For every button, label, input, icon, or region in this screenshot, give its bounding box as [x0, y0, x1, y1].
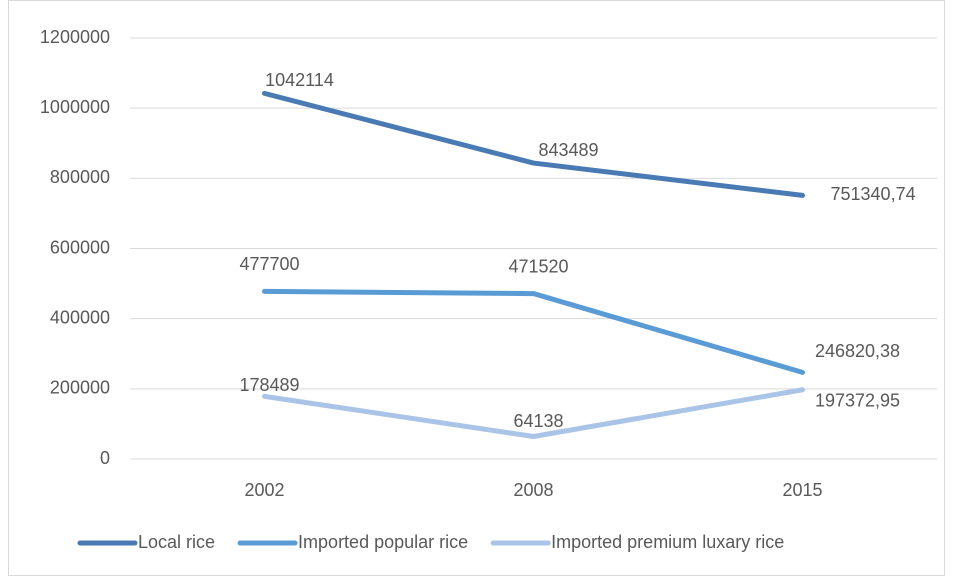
legend-label: Local rice — [138, 532, 215, 552]
data-label: 471520 — [508, 256, 568, 276]
data-label: 751340,74 — [831, 184, 916, 204]
legend-label: Imported premium luxary rice — [551, 532, 784, 552]
y-tick-label: 400000 — [50, 307, 110, 327]
series-line — [262, 387, 805, 439]
legend-label: Imported popular rice — [298, 532, 468, 552]
data-label: 178489 — [239, 375, 299, 395]
data-label: 843489 — [538, 140, 598, 160]
y-tick-label: 600000 — [50, 237, 110, 257]
series-line — [262, 288, 805, 375]
x-tick-label: 2015 — [782, 480, 822, 500]
y-tick-label: 200000 — [50, 378, 110, 398]
data-label: 1042114 — [265, 70, 334, 90]
x-tick-label: 2002 — [244, 480, 284, 500]
y-tick-label: 0 — [100, 448, 110, 468]
y-tick-label: 800000 — [50, 167, 110, 187]
data-label: 197372,95 — [815, 391, 900, 411]
y-tick-label: 1200000 — [40, 27, 110, 47]
data-label: 64138 — [513, 411, 563, 431]
data-label: 246820,38 — [815, 341, 900, 361]
chart-frame — [8, 0, 945, 576]
series-line — [262, 90, 805, 198]
y-tick-label: 1000000 — [40, 97, 110, 117]
data-label: 477700 — [239, 254, 299, 274]
x-tick-label: 2008 — [513, 480, 553, 500]
